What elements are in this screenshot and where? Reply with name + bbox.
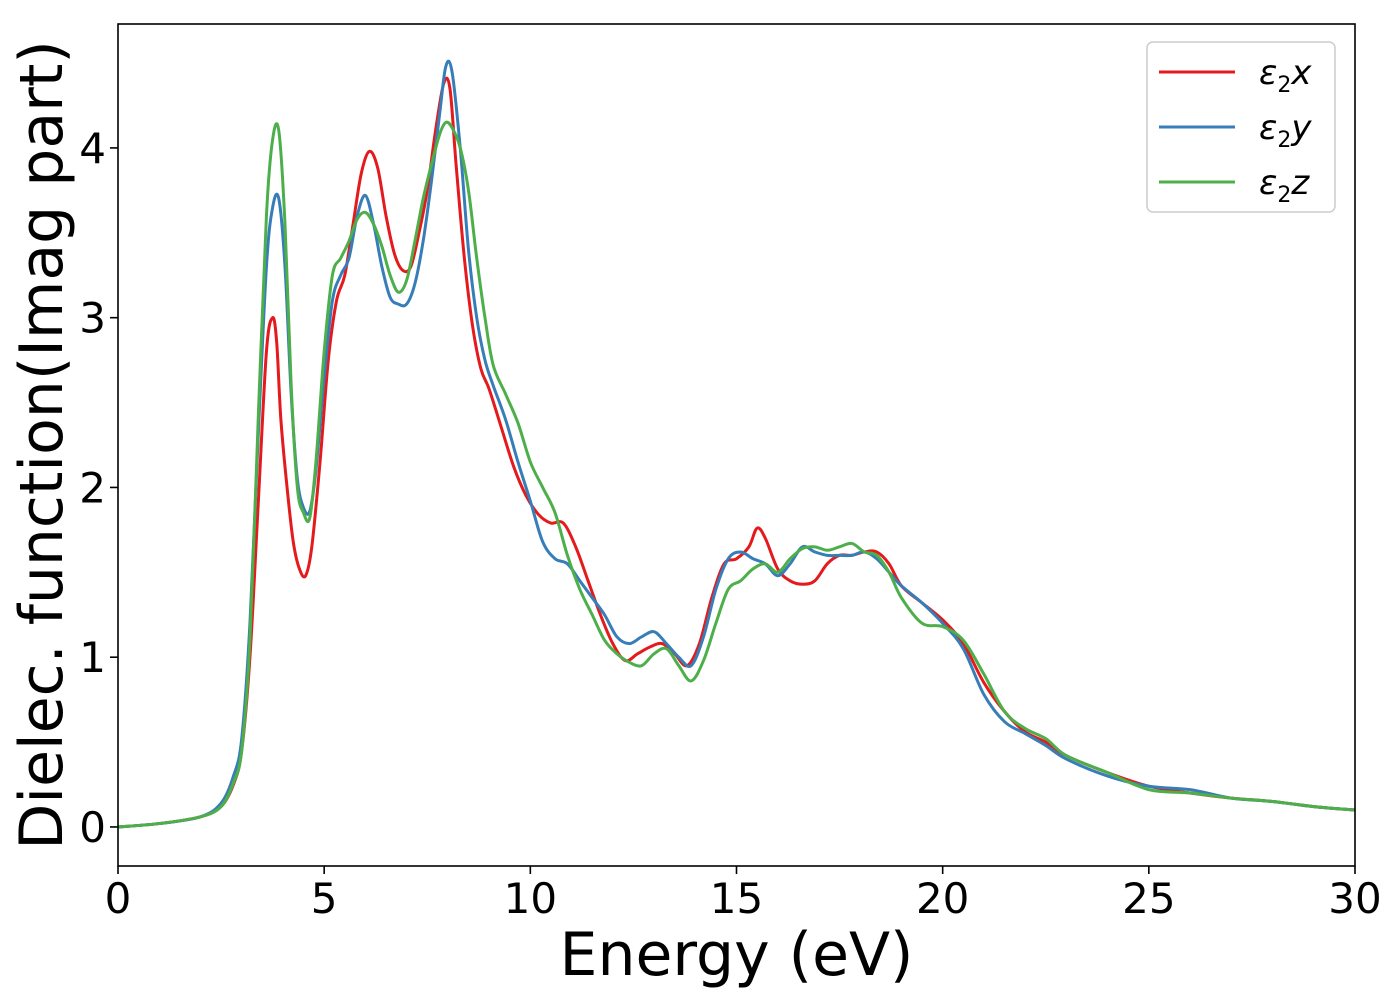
x-tick-label: 20: [916, 874, 969, 923]
x-tick-label: 15: [710, 874, 763, 923]
y-tick-label: 4: [79, 124, 106, 173]
series-layer: [118, 59, 1355, 829]
x-tick-label: 5: [311, 874, 338, 923]
legend-box: [1146, 41, 1336, 213]
series-line-z: [118, 120, 1355, 829]
y-tick-label: 2: [79, 463, 106, 512]
y-axis-label: Dielec. function(Imag part): [7, 40, 77, 850]
legend-label-y: ε2y: [1259, 108, 1312, 153]
x-tick-label: 10: [504, 874, 557, 923]
x-axis-label: Energy (eV): [560, 920, 914, 990]
x-tick-label: 25: [1122, 874, 1175, 923]
x-tick-label: 30: [1328, 874, 1381, 923]
y-axis: 0 1 2 3 4: [79, 124, 118, 852]
legend-label-z: ε2z: [1259, 163, 1310, 208]
y-tick-label: 0: [79, 803, 106, 852]
x-tick-label: 0: [105, 874, 132, 923]
y-tick-label: 3: [79, 294, 106, 343]
legend: ε2x ε2y ε2z: [1146, 41, 1336, 213]
y-tick-label: 1: [79, 633, 106, 682]
legend-label-x: ε2x: [1259, 53, 1312, 98]
x-axis: 0 5 10 15 20 25 30: [105, 866, 1382, 923]
